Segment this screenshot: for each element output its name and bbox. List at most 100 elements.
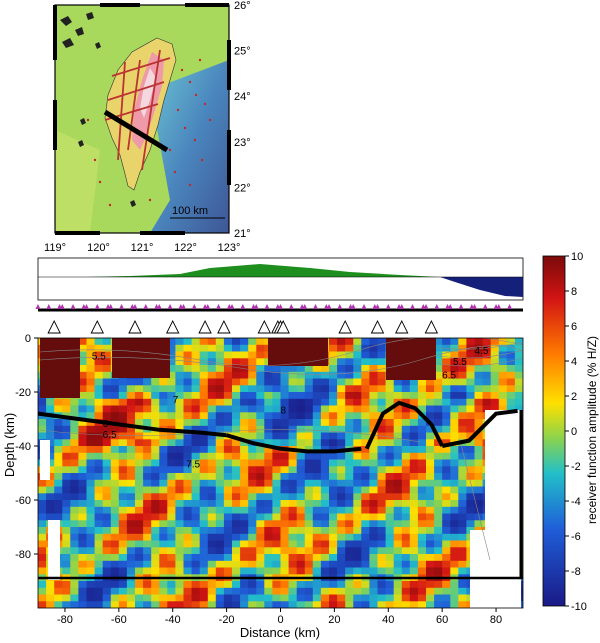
station-tick <box>423 304 429 309</box>
y-tick-label: -80 <box>15 549 31 561</box>
station-tick <box>70 304 76 309</box>
station-tick <box>313 304 319 309</box>
x-tick-label: -60 <box>111 614 127 626</box>
contour-label-right: 5 <box>528 433 534 444</box>
contour-label: 8 <box>281 406 287 417</box>
y-tick-label: 0 <box>25 333 31 345</box>
land-elevation <box>85 264 440 277</box>
station-tick <box>191 304 197 309</box>
station-tick <box>216 304 222 309</box>
station-tick <box>46 304 52 309</box>
station-marker <box>276 319 290 334</box>
station-tick <box>143 304 149 309</box>
moho-western <box>38 411 227 438</box>
x-axis-label: Distance (km) <box>240 625 320 640</box>
station-tick <box>385 304 391 309</box>
station-tick <box>156 304 162 309</box>
station-tick <box>337 304 343 309</box>
map-lat-tick-label: 23° <box>234 137 251 149</box>
station-tick <box>181 304 186 309</box>
station-tick <box>447 304 453 309</box>
colorbar-label: receiver function amplitude (% H/Z) <box>585 336 599 524</box>
y-tick-label: -40 <box>15 441 31 453</box>
station-tick <box>399 304 405 309</box>
receiver-function-section: 5.566.577.58 4.55.56.55 -80 -60 -40 -20 0 20 4… <box>2 319 534 640</box>
map-lat-tick-label: 26° <box>234 0 251 12</box>
colorbar-tick-label: -4 <box>571 496 581 508</box>
x-tick-label: 40 <box>382 614 394 626</box>
y-tick-label: -60 <box>15 495 31 507</box>
station-tick <box>94 304 100 309</box>
colorbar-tick-label: 2 <box>571 391 577 403</box>
station-tick <box>84 304 89 309</box>
station-tick <box>253 304 259 309</box>
station-tick <box>205 304 211 309</box>
colorbar-tick-label: 10 <box>571 251 583 263</box>
station-tick <box>167 304 173 309</box>
station-tick <box>410 304 416 309</box>
station-tick <box>108 304 114 309</box>
station-tick <box>507 304 513 309</box>
colorbar-tick-label: -10 <box>571 601 587 613</box>
station-tick <box>472 304 477 309</box>
contour-label: 7 <box>173 395 179 406</box>
x-tick-label: 60 <box>436 614 448 626</box>
station-tick <box>375 304 380 309</box>
station-tick <box>35 304 41 309</box>
station-tick <box>229 304 235 309</box>
station-tick <box>326 304 332 309</box>
station-marker <box>370 319 385 334</box>
colorbar-tick-label: -2 <box>571 461 581 473</box>
moho-far-east <box>441 408 518 448</box>
x-tick-label: 80 <box>490 614 502 626</box>
map-lat-tick-label: 25° <box>234 46 251 58</box>
x-tick-label: 0 <box>277 614 283 626</box>
contour-label-right: 5.5 <box>453 357 467 368</box>
profile-line <box>103 109 169 153</box>
map-lon-tick-label: 119° <box>44 242 66 254</box>
moho-central <box>226 433 362 454</box>
x-tick-label: -80 <box>57 614 73 626</box>
station-tick <box>496 304 502 309</box>
station-marker <box>90 319 105 334</box>
scale-bar-label: 100 km <box>172 205 208 217</box>
contour-label: 6.5 <box>103 430 117 441</box>
station-marker <box>198 319 212 334</box>
map-lon-tick-label: 120° <box>87 242 110 254</box>
station-tick <box>278 304 283 309</box>
sea-depth <box>440 277 523 297</box>
station-marker <box>47 319 61 334</box>
station-tick <box>59 304 65 309</box>
velocity-contours <box>39 338 523 561</box>
moho-eastern <box>364 400 444 450</box>
taiwan-location-map: 100 km 119° 120° 121° 122° 123° 21° 22° 23° 24°… <box>44 0 251 254</box>
map-lat-tick-label: 24° <box>234 91 251 103</box>
station-tick <box>240 304 246 309</box>
station-tick <box>132 304 138 309</box>
station-marker <box>424 319 439 334</box>
colorbar-tick-label: 0 <box>571 426 577 438</box>
contour-label: 7.5 <box>186 460 200 471</box>
colorbar-tick-label: 4 <box>571 356 577 368</box>
station-tick <box>264 304 270 309</box>
station-tick <box>119 304 125 309</box>
contour-label: 5.5 <box>92 352 106 363</box>
colorbar-tick-label: 6 <box>571 321 577 333</box>
map-lon-tick-label: 122° <box>174 242 197 254</box>
contour-label-right: 4.5 <box>475 346 489 357</box>
colorbar-tick-label: -6 <box>571 531 581 543</box>
x-tick-label: -40 <box>165 614 181 626</box>
y-tick-label: -20 <box>15 387 31 399</box>
shallow-dark-blocks <box>40 338 436 398</box>
x-tick-label: 20 <box>328 614 340 626</box>
station-tick <box>458 304 464 309</box>
station-marker <box>217 319 231 334</box>
topography-strip <box>35 257 524 312</box>
colorbar: 10 8 6 4 2 0 -2 -4 -6 -8 -10 receiver function amp… <box>542 251 599 613</box>
colorbar-tick-label: -8 <box>571 566 581 578</box>
colorbar-tick-label: 8 <box>571 286 577 298</box>
station-marker <box>257 319 272 334</box>
station-tick <box>434 304 440 309</box>
station-tick <box>361 304 367 309</box>
